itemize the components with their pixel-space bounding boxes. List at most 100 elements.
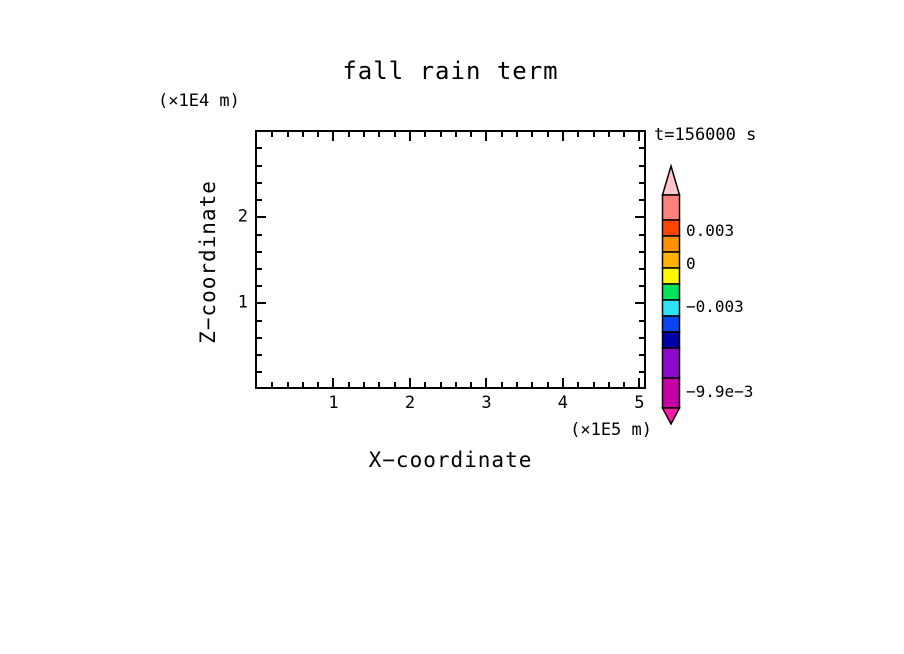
x-minor-tick xyxy=(301,132,304,137)
x-minor-tick xyxy=(301,382,304,387)
x-minor-tick xyxy=(347,132,350,137)
x-minor-tick xyxy=(607,382,610,387)
x-minor-tick xyxy=(500,382,503,387)
x-minor-tick xyxy=(317,382,320,387)
z-minor-tick xyxy=(257,147,262,150)
z-minor-tick xyxy=(639,250,644,253)
z-axis-units-label: (×1E4 m) xyxy=(158,91,240,111)
x-minor-tick xyxy=(439,132,442,137)
colorbar-label: −0.003 xyxy=(686,297,744,316)
x-minor-tick xyxy=(363,382,366,387)
z-minor-tick xyxy=(639,285,644,288)
z-minor-tick xyxy=(639,147,644,150)
x-minor-tick xyxy=(623,382,626,387)
colorbar-bottom-arrow xyxy=(661,407,681,425)
x-minor-tick xyxy=(531,382,534,387)
colorbar-segment-4 xyxy=(661,267,681,285)
z-tick-label: 2 xyxy=(237,206,248,227)
z-major-tick xyxy=(257,302,266,305)
x-tick-label: 4 xyxy=(557,393,569,413)
x-minor-tick xyxy=(607,132,610,137)
x-minor-tick xyxy=(500,132,503,137)
z-minor-tick xyxy=(257,250,262,253)
colorbar-segment-3 xyxy=(661,251,681,269)
x-major-tick xyxy=(561,378,564,387)
x-minor-tick xyxy=(393,382,396,387)
colorbar-segment-2 xyxy=(661,235,681,253)
x-minor-tick xyxy=(546,132,549,137)
x-major-tick xyxy=(638,378,641,387)
z-minor-tick xyxy=(639,354,644,357)
colorbar-segment-1 xyxy=(661,219,681,237)
x-axis-title: X−coordinate xyxy=(368,448,533,472)
x-minor-tick xyxy=(592,382,595,387)
x-minor-tick xyxy=(577,132,580,137)
x-minor-tick xyxy=(516,132,519,137)
colorbar-label: 0.003 xyxy=(686,221,735,240)
x-axis-units-label: (×1E5 m) xyxy=(570,420,652,440)
x-minor-tick xyxy=(393,132,396,137)
x-minor-tick xyxy=(378,382,381,387)
x-minor-tick xyxy=(470,132,473,137)
x-minor-tick xyxy=(470,382,473,387)
x-minor-tick xyxy=(454,132,457,137)
x-minor-tick xyxy=(317,132,320,137)
colorbar-top-arrow xyxy=(661,163,681,196)
z-minor-tick xyxy=(639,336,644,339)
x-tick-label: 5 xyxy=(634,393,645,413)
x-minor-tick xyxy=(363,132,366,137)
x-tick-label: 3 xyxy=(481,393,492,413)
z-major-tick xyxy=(635,302,644,305)
colorbar-segment-9 xyxy=(661,347,681,379)
plot-title: fall rain term xyxy=(342,57,559,85)
x-minor-tick xyxy=(516,382,519,387)
z-major-tick xyxy=(635,216,644,219)
z-minor-tick xyxy=(257,336,262,339)
x-minor-tick xyxy=(439,382,442,387)
x-minor-tick xyxy=(424,382,427,387)
x-minor-tick xyxy=(454,382,457,387)
z-minor-tick xyxy=(257,164,262,167)
colorbar-segment-10 xyxy=(661,377,681,409)
x-minor-tick xyxy=(623,132,626,137)
x-major-tick xyxy=(408,378,411,387)
z-minor-tick xyxy=(639,181,644,184)
z-minor-tick xyxy=(639,199,644,202)
x-major-tick xyxy=(332,378,335,387)
plot-frame xyxy=(255,130,646,389)
x-minor-tick xyxy=(378,132,381,137)
z-minor-tick xyxy=(639,371,644,374)
z-minor-tick xyxy=(639,319,644,322)
x-minor-tick xyxy=(286,132,289,137)
x-major-tick xyxy=(638,132,641,141)
x-tick-label: 1 xyxy=(328,393,339,413)
x-minor-tick xyxy=(271,382,274,387)
z-minor-tick xyxy=(257,354,262,357)
x-minor-tick xyxy=(286,382,289,387)
x-major-tick xyxy=(408,132,411,141)
z-minor-tick xyxy=(257,267,262,270)
colorbar-label: 0 xyxy=(686,254,696,273)
z-minor-tick xyxy=(639,233,644,236)
x-tick-label: 2 xyxy=(404,393,416,413)
colorbar xyxy=(661,163,681,425)
x-minor-tick xyxy=(531,132,534,137)
x-minor-tick xyxy=(424,132,427,137)
z-minor-tick xyxy=(257,319,262,322)
time-annotation: t=156000 s xyxy=(654,125,757,145)
colorbar-segment-0 xyxy=(661,194,681,221)
z-minor-tick xyxy=(257,199,262,202)
x-major-tick xyxy=(485,378,488,387)
z-tick-label: 1 xyxy=(237,292,248,313)
z-minor-tick xyxy=(639,267,644,270)
x-minor-tick xyxy=(347,382,350,387)
x-major-tick xyxy=(561,132,564,141)
z-minor-tick xyxy=(257,371,262,374)
x-major-tick xyxy=(485,132,488,141)
z-minor-tick xyxy=(257,181,262,184)
colorbar-segment-8 xyxy=(661,331,681,349)
z-minor-tick xyxy=(257,233,262,236)
z-axis-title: Z−coordinate xyxy=(196,180,220,344)
colorbar-label: −9.9e−3 xyxy=(686,382,754,401)
